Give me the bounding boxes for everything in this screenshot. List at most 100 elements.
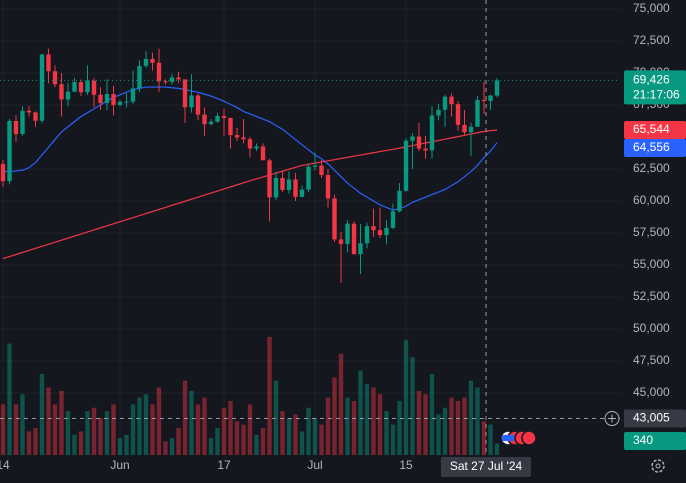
- candle-body: [228, 117, 233, 136]
- y-tick-label: 72,500: [633, 33, 670, 47]
- candle-body: [345, 223, 350, 244]
- candle-body: [299, 189, 305, 197]
- y-tick-label: 45,000: [633, 385, 670, 399]
- candle-body: [202, 114, 207, 125]
- volume-bar: [150, 404, 155, 455]
- candle-body: [494, 80, 500, 96]
- volume-box: [624, 432, 686, 450]
- candle-body: [247, 139, 253, 149]
- y-tick-label: 75,000: [633, 1, 670, 15]
- candle-body: [410, 136, 415, 141]
- settings-icon-center: [655, 463, 661, 469]
- candle-body: [377, 230, 383, 236]
- volume-bar: [260, 428, 266, 455]
- volume-bar: [364, 384, 370, 455]
- volume-bar: [371, 387, 376, 455]
- volume-bar: [117, 438, 123, 455]
- candle-body: [78, 82, 84, 93]
- volume-bar: [85, 411, 90, 455]
- candle-body: [91, 80, 97, 95]
- x-tick-label: Jul: [307, 458, 322, 472]
- volume-bar: [52, 404, 58, 455]
- volume-bar: [488, 424, 493, 455]
- candle-body: [455, 104, 461, 125]
- y-tick-label: 55,000: [633, 257, 670, 271]
- candle-body: [52, 71, 58, 85]
- candle-body: [241, 137, 246, 140]
- x-tick-label: Jun: [110, 458, 129, 472]
- moving-average: [2, 129, 498, 260]
- volume-bar: [299, 431, 305, 455]
- candle-body: [442, 96, 448, 110]
- candle-body: [371, 226, 376, 231]
- candle-body: [208, 121, 214, 125]
- volume-bar: [338, 353, 344, 455]
- x-tick-label: 17: [217, 458, 231, 472]
- y-tick-label: 62,500: [633, 161, 670, 175]
- volume-bar: [39, 374, 45, 455]
- volume-bar: [215, 428, 220, 455]
- ma-price-label: 64,556: [633, 140, 670, 154]
- candle-body: [26, 110, 32, 113]
- candle-body: [221, 116, 227, 118]
- candle-body: [273, 177, 279, 198]
- candle-body: [488, 95, 493, 102]
- volume-bar: [351, 401, 357, 455]
- volume-bar: [280, 411, 285, 455]
- moving-averages: [2, 86, 498, 260]
- volume-bar: [13, 404, 19, 455]
- volume-bar: [202, 397, 207, 455]
- volume-bar: [286, 417, 292, 455]
- candle-body: [481, 100, 487, 102]
- volume-bar: [182, 380, 188, 455]
- volume-bar: [189, 390, 194, 455]
- volume-bar: [247, 404, 253, 455]
- candle-body: [332, 198, 337, 240]
- x-tick-label: 15: [399, 458, 413, 472]
- volume-bar: [65, 411, 71, 455]
- candle-body: [189, 95, 194, 108]
- volume-bar: [358, 370, 363, 455]
- candle-body: [33, 112, 38, 121]
- volume-bar: [163, 441, 168, 455]
- candle-body: [13, 120, 19, 135]
- candle-body: [358, 243, 363, 255]
- y-tick-label: 47,500: [633, 353, 670, 367]
- candle-body: [462, 124, 467, 133]
- volume-bar: [98, 417, 103, 455]
- volume-label: 340: [633, 433, 653, 447]
- candle-body: [98, 94, 103, 104]
- volume-bar: [111, 404, 116, 455]
- volume-bar: [410, 357, 415, 455]
- candle-body: [163, 81, 168, 83]
- volume-bar: [169, 438, 175, 455]
- volume-bar: [176, 428, 181, 455]
- candle-body: [111, 94, 116, 105]
- candle-body: [423, 148, 428, 151]
- candle-body: [475, 100, 480, 127]
- candle-body: [306, 166, 311, 190]
- grid: [0, 0, 620, 455]
- volume-bar: [319, 424, 324, 455]
- volume-bar: [195, 404, 201, 455]
- crosshair-price-label: 43,005: [633, 411, 670, 425]
- volume-bar: [0, 404, 6, 455]
- add-button-plus: [608, 414, 616, 423]
- y-tick-label: 60,000: [633, 193, 670, 207]
- y-tick-label: 57,500: [633, 225, 670, 239]
- volume-bar: [208, 438, 214, 455]
- candle-body: [72, 82, 77, 92]
- volume-bar: [345, 397, 350, 455]
- candle-body: [182, 79, 188, 108]
- volume-bar: [442, 407, 448, 455]
- candle-body: [403, 140, 409, 191]
- event-flag: [521, 430, 537, 446]
- price-axis: 75,00072,50070,00067,50062,50060,00057,5…: [0, 1, 686, 473]
- ma-price-box: [624, 139, 686, 158]
- ma-price-label: 65,544: [633, 122, 670, 136]
- volume-bar: [332, 377, 337, 455]
- candle-body: [260, 146, 266, 161]
- volume-bar: [436, 414, 441, 455]
